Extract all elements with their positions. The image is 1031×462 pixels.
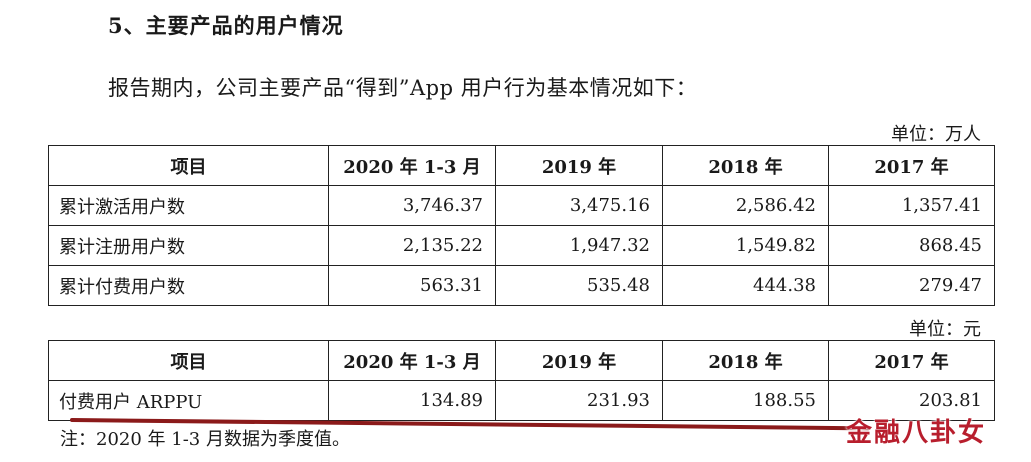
table-row: 累计激活用户数 3,746.37 3,475.16 2,586.42 1,357…	[48, 185, 995, 226]
cell-value: 868.45	[828, 225, 995, 266]
cell-value: 444.38	[662, 265, 829, 306]
table-row: 累计注册用户数 2,135.22 1,947.32 1,549.82 868.4…	[48, 225, 995, 266]
cell-value: 203.81	[828, 380, 995, 421]
table-header-row: 项目 2020 年 1-3 月 2019 年 2018 年 2017 年	[48, 145, 995, 186]
header-2019: 2019 年	[495, 340, 663, 381]
cell-value: 3,746.37	[328, 185, 496, 226]
header-2018: 2018 年	[662, 340, 829, 381]
table1-unit: 单位：万人	[891, 124, 981, 145]
table2-unit: 单位：元	[909, 319, 981, 340]
arppu-table: 项目 2020 年 1-3 月 2019 年 2018 年 2017 年 付费用…	[48, 340, 995, 421]
row-label: 累计付费用户数	[48, 265, 329, 306]
table-row: 累计付费用户数 563.31 535.48 444.38 279.47	[48, 265, 995, 306]
row-label: 累计激活用户数	[48, 185, 329, 226]
header-2020q1: 2020 年 1-3 月	[328, 145, 496, 186]
user-count-table: 项目 2020 年 1-3 月 2019 年 2018 年 2017 年 累计激…	[48, 145, 995, 306]
cell-value: 279.47	[828, 265, 995, 306]
cell-value: 134.89	[328, 380, 496, 421]
watermark-text: 金融八卦女	[846, 418, 987, 448]
cell-value: 188.55	[662, 380, 829, 421]
header-2017: 2017 年	[828, 340, 995, 381]
row-label: 付费用户 ARPPU	[48, 380, 329, 421]
cell-value: 2,586.42	[662, 185, 829, 226]
cell-value: 1,947.32	[495, 225, 663, 266]
table-header-row: 项目 2020 年 1-3 月 2019 年 2018 年 2017 年	[48, 340, 995, 381]
header-2020q1: 2020 年 1-3 月	[328, 340, 496, 381]
row-label: 累计注册用户数	[48, 225, 329, 266]
cell-value: 563.31	[328, 265, 496, 306]
header-item: 项目	[48, 145, 329, 186]
cell-value: 231.93	[495, 380, 663, 421]
cell-value: 1,357.41	[828, 185, 995, 226]
header-2019: 2019 年	[495, 145, 663, 186]
cell-value: 535.48	[495, 265, 663, 306]
header-item: 项目	[48, 340, 329, 381]
header-2018: 2018 年	[662, 145, 829, 186]
cell-value: 2,135.22	[328, 225, 496, 266]
section-heading: 5、主要产品的用户情况	[108, 13, 344, 38]
footnote: 注：2020 年 1-3 月数据为季度值。	[60, 429, 350, 450]
cell-value: 3,475.16	[495, 185, 663, 226]
header-2017: 2017 年	[828, 145, 995, 186]
cell-value: 1,549.82	[662, 225, 829, 266]
intro-paragraph: 报告期内，公司主要产品“得到”App 用户行为基本情况如下：	[108, 76, 698, 100]
table-row: 付费用户 ARPPU 134.89 231.93 188.55 203.81	[48, 380, 995, 421]
